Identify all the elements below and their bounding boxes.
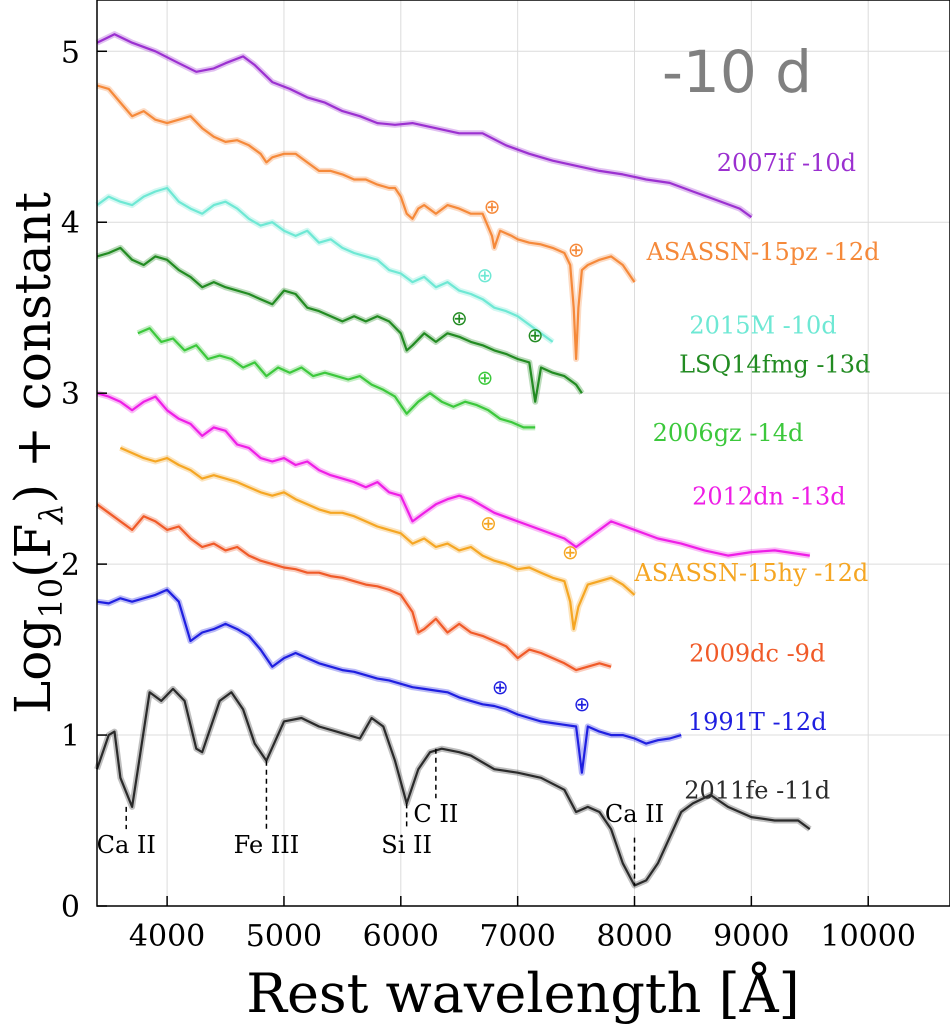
y-axis-title: Log10(Fλ) + constant <box>4 192 70 714</box>
line-id-label: Ca II <box>605 800 664 828</box>
y-tick-label: 1 <box>61 719 80 754</box>
series-label-asassn-15hy-12d: ASASSN-15hy -12d <box>633 559 868 587</box>
telluric-marker: ⊕ <box>492 675 509 699</box>
x-axis-title: Rest wavelength [Å] <box>246 960 799 1024</box>
line-id-layer: Ca II Fe III Si II C II Ca II <box>97 748 664 886</box>
y-tick-label: 4 <box>61 206 80 241</box>
series-line-2012dn-13d <box>96 392 810 557</box>
y-tick-label: 3 <box>61 377 80 412</box>
telluric-marker: ⊕ <box>574 692 591 716</box>
series-label-1991t-12d: 1991T -12d <box>688 708 827 736</box>
series-label-2011fe-11d: 2011fe -11d <box>684 776 830 804</box>
series-label-lsq14fmg-13d: LSQ14fmg -13d <box>679 351 870 379</box>
telluric-marker: ⊕ <box>480 511 497 535</box>
x-tick-label: 5000 <box>246 919 322 954</box>
y-tick-label: 5 <box>61 35 80 70</box>
x-tick-label: 4000 <box>129 919 205 954</box>
x-tick-label: 6000 <box>363 919 439 954</box>
series-line-2009dc-9d <box>96 503 612 672</box>
phase-label: -10 d <box>662 38 812 106</box>
series-line-2011fe-11d <box>95 687 811 887</box>
tick-layer: 4000 5000 6000 7000 8000 9000 10000 0 1 2 3 4 5 <box>61 35 916 954</box>
series-label-asassn-15pz-12d: ASASSN-15pz -12d <box>646 238 880 266</box>
series-line-asassn-15hy-12d <box>119 446 636 631</box>
telluric-marker: ⊕ <box>562 540 579 564</box>
telluric-marker: ⊕ <box>451 306 468 330</box>
series-label-2015m-10d: 2015M -10d <box>689 311 836 339</box>
series-layer <box>94 31 812 889</box>
y-axis-title-end: ) + constant <box>4 192 62 503</box>
y-axis-title-lambda: λ <box>32 503 70 525</box>
series-line-asassn-15pz-12d <box>96 84 636 361</box>
series-label-2006gz-14d: 2006gz -14d <box>653 419 804 447</box>
series-line-lsq14fmg-13d <box>96 246 583 403</box>
series-label-2009dc-9d: 2009dc -9d <box>689 640 825 668</box>
y-axis-title-tail: (F <box>4 524 62 578</box>
series-line-2007if-10d <box>96 33 753 218</box>
plot-frame <box>96 0 950 907</box>
telluric-marker: ⊕ <box>477 366 494 390</box>
series-label-2007if-10d: 2007if -10d <box>717 149 856 177</box>
y-axis-title-sub: 10 <box>32 578 70 619</box>
line-id-label: C II <box>413 800 458 828</box>
line-id-label: Fe III <box>234 831 300 859</box>
line-id-label: Si II <box>381 831 432 859</box>
series-label-layer: 2007if -10d ASASSN-15pz -12d 2015M -10d LSQ… <box>633 149 879 804</box>
telluric-marker: ⊕ <box>568 237 585 261</box>
series-line-2006gz-14d <box>137 327 536 429</box>
y-axis-title-main: Log <box>4 619 62 714</box>
telluric-marker-layer: ⊕ ⊕ ⊕ ⊕ ⊕ ⊕ ⊕ ⊕ ⊕ ⊕ <box>451 195 590 716</box>
telluric-marker: ⊕ <box>477 263 494 287</box>
y-tick-label: 2 <box>61 548 80 583</box>
series-line-2015m-10d <box>96 186 554 343</box>
series-label-2012dn-13d: 2012dn -13d <box>692 482 846 510</box>
telluric-marker: ⊕ <box>484 195 501 219</box>
line-id-label: Ca II <box>97 831 156 859</box>
x-tick-label: 9000 <box>713 919 789 954</box>
grid-layer <box>97 0 950 907</box>
x-tick-label: 8000 <box>596 919 672 954</box>
x-tick-label: 7000 <box>479 919 555 954</box>
x-tick-label: 10000 <box>820 919 915 954</box>
y-tick-label: 0 <box>61 890 80 925</box>
series-line-1991t-12d <box>96 588 682 774</box>
series-band-2012dn-13d <box>96 390 811 559</box>
telluric-marker: ⊕ <box>527 323 544 347</box>
